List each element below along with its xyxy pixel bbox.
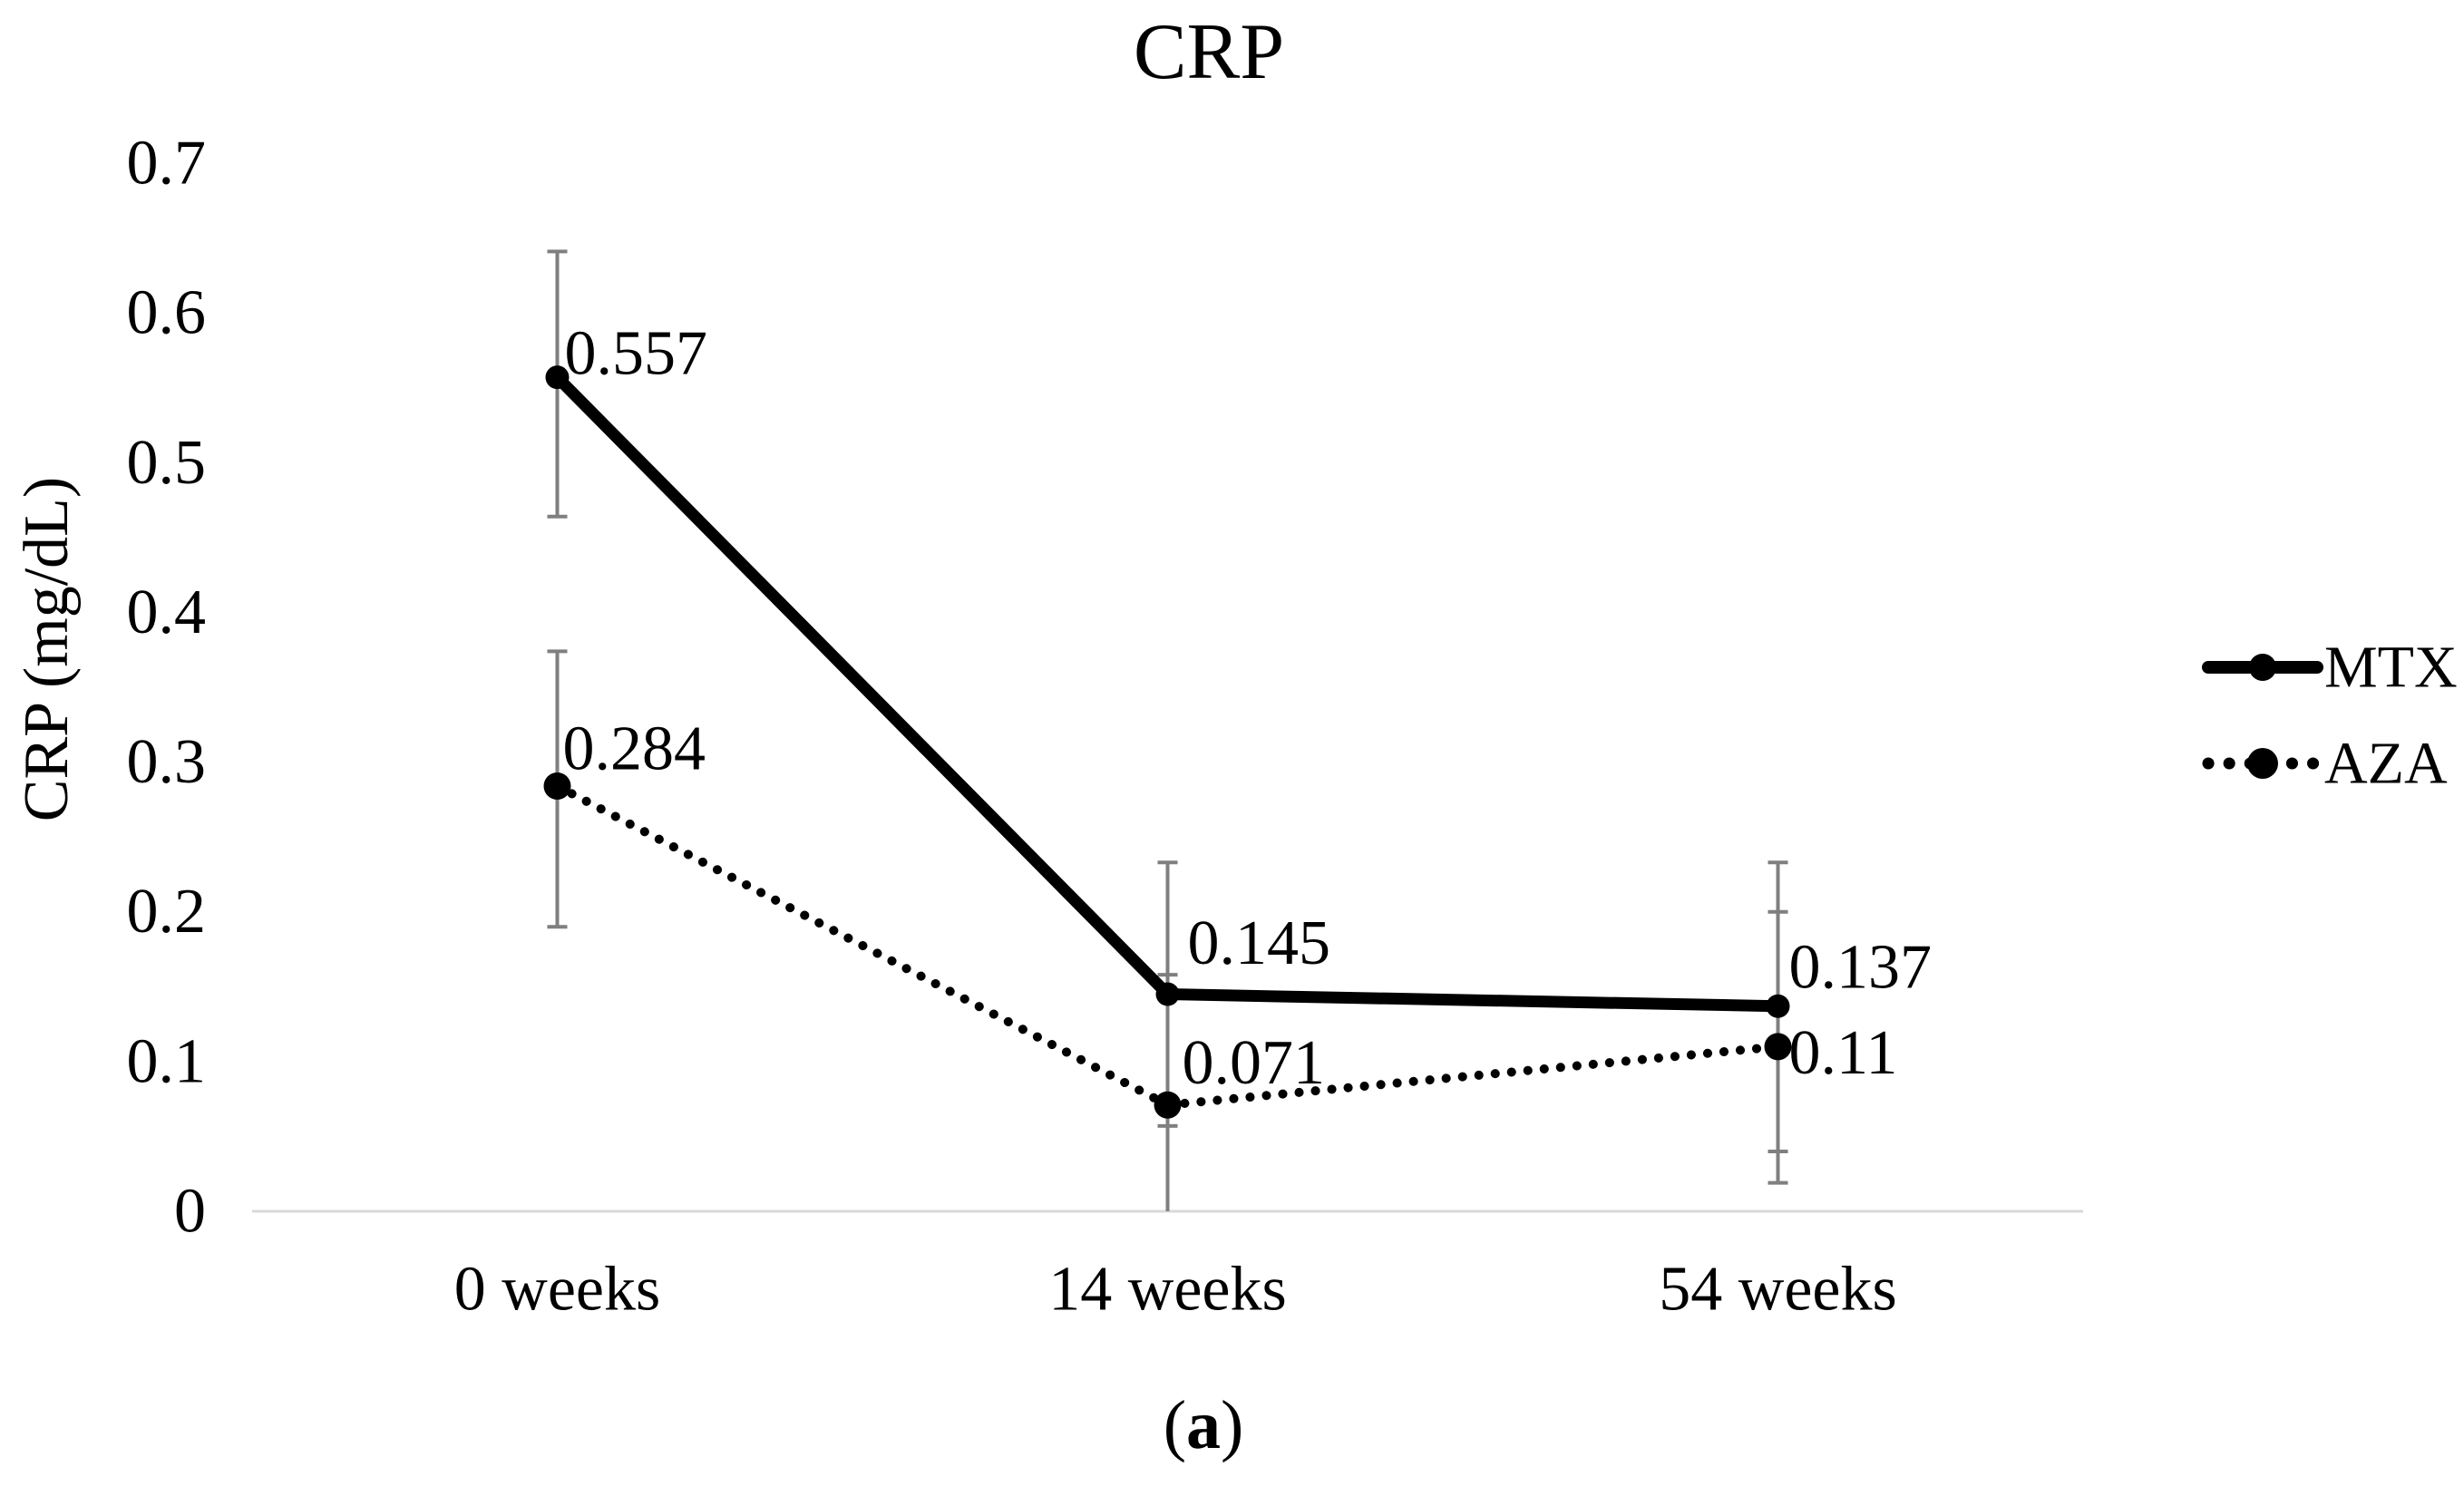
data-point-marker-aza-2 bbox=[1764, 1033, 1792, 1061]
y-tick-label-0: 0 bbox=[174, 1177, 206, 1247]
legend-marker-circle bbox=[2249, 654, 2276, 681]
figure-caption: (a) bbox=[1164, 1391, 1244, 1460]
data-point-marker-aza-1 bbox=[1154, 1091, 1182, 1119]
chart-title: CRP bbox=[1133, 8, 1285, 96]
legend-marker-circle bbox=[2247, 748, 2278, 779]
data-point-marker-mtx-0 bbox=[545, 365, 570, 390]
legend-entry-aza: AZA bbox=[2202, 731, 2448, 797]
y-tick-label-3: 0.3 bbox=[127, 727, 207, 797]
data-point-marker-aza-0 bbox=[543, 772, 571, 800]
x-tick-label-1: 14 weeks bbox=[1048, 1255, 1286, 1325]
legend-label-aza: AZA bbox=[2324, 731, 2448, 797]
legend-entry-mtx: MTX bbox=[2202, 635, 2458, 701]
caption-letter: a bbox=[1186, 1387, 1221, 1463]
caption-paren-open: ( bbox=[1163, 1387, 1186, 1463]
y-tick-label-6: 0.6 bbox=[127, 278, 207, 348]
data-label-aza-2: 0.11 bbox=[1789, 1018, 1898, 1088]
data-label-mtx-0: 0.557 bbox=[565, 319, 708, 389]
y-tick-label-7: 0.7 bbox=[127, 129, 207, 199]
data-label-mtx-2: 0.137 bbox=[1789, 932, 1933, 1002]
data-label-aza-0: 0.284 bbox=[563, 714, 706, 783]
y-tick-label-2: 0.2 bbox=[127, 877, 207, 947]
data-point-marker-mtx-1 bbox=[1155, 982, 1180, 1006]
caption-paren-close: ) bbox=[1221, 1387, 1244, 1463]
x-tick-label-2: 54 weeks bbox=[1659, 1255, 1896, 1325]
x-tick-label-0: 0 weeks bbox=[454, 1255, 660, 1325]
y-tick-label-1: 0.1 bbox=[127, 1026, 207, 1096]
data-label-mtx-1: 0.145 bbox=[1188, 908, 1331, 978]
y-tick-label-4: 0.4 bbox=[127, 578, 207, 647]
data-label-aza-1: 0.071 bbox=[1183, 1028, 1326, 1098]
y-tick-label-5: 0.5 bbox=[127, 428, 207, 498]
data-point-marker-mtx-2 bbox=[1766, 994, 1790, 1018]
legend-label-mtx: MTX bbox=[2324, 635, 2458, 701]
